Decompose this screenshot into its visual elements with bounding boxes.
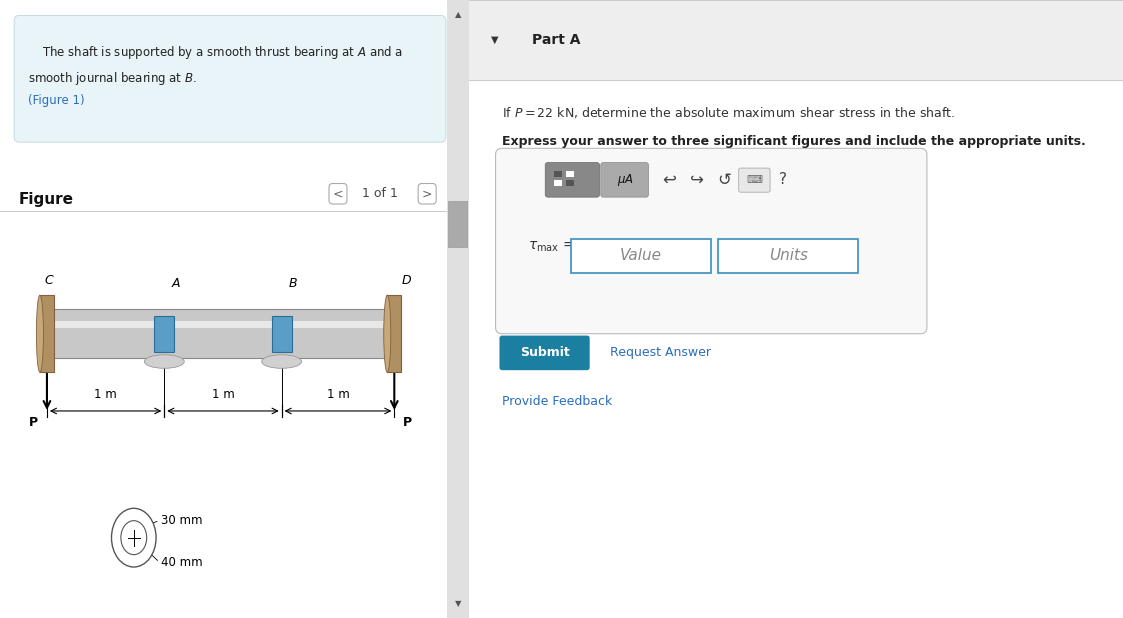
Ellipse shape [384,295,391,372]
Bar [447,0,469,618]
Bar [718,239,858,273]
Text: P: P [403,416,412,429]
Ellipse shape [111,508,156,567]
FancyBboxPatch shape [601,163,648,197]
FancyBboxPatch shape [739,168,770,192]
Text: 1 m: 1 m [94,388,117,401]
Text: 1 of 1: 1 of 1 [363,187,399,200]
Bar [555,171,563,177]
FancyBboxPatch shape [495,148,926,334]
Text: Express your answer to three significant figures and include the appropriate uni: Express your answer to three significant… [502,135,1086,148]
Bar [47,309,394,358]
Text: $\mu$A: $\mu$A [617,172,633,188]
Text: ▼: ▼ [455,599,462,608]
Bar [570,239,711,273]
Ellipse shape [262,355,302,368]
Bar [566,180,574,186]
Text: ↩: ↩ [661,171,676,189]
Text: The shaft is supported by a smooth thrust bearing at $\mathit{A}$ and a: The shaft is supported by a smooth thrus… [43,44,403,62]
Ellipse shape [145,355,184,368]
Text: ?: ? [779,172,787,187]
Text: A: A [172,277,181,290]
Text: Units: Units [769,248,807,263]
Bar [40,295,54,372]
Text: If $P = 22$ kN, determine the absolute maximum shear stress in the shaft.: If $P = 22$ kN, determine the absolute m… [502,105,956,120]
Bar [387,295,401,372]
Text: Value: Value [620,248,663,263]
Text: 1 m: 1 m [327,388,349,401]
Text: Request Answer: Request Answer [610,346,711,360]
Ellipse shape [121,520,147,555]
Bar [469,0,1123,80]
Text: Provide Feedback: Provide Feedback [502,395,612,408]
Bar [272,316,292,352]
Text: C: C [45,274,54,287]
Bar [566,171,574,177]
Text: B: B [289,277,298,290]
Bar [555,180,563,186]
Text: ↺: ↺ [718,171,731,189]
FancyBboxPatch shape [15,15,446,142]
Bar [155,316,174,352]
Bar [47,321,394,328]
Text: P: P [29,416,38,429]
Bar [448,201,466,247]
Text: smooth journal bearing at $\mathit{B}$.: smooth journal bearing at $\mathit{B}$. [28,70,197,88]
FancyBboxPatch shape [500,336,590,370]
Text: ↪: ↪ [690,171,704,189]
FancyBboxPatch shape [546,163,600,197]
Text: $\tau_{\mathrm{max}}$ =: $\tau_{\mathrm{max}}$ = [528,240,575,255]
Text: 40 mm: 40 mm [161,556,202,569]
Text: <: < [332,187,344,200]
Text: 1 m: 1 m [211,388,235,401]
Ellipse shape [36,295,44,372]
Text: >: > [422,187,432,200]
Text: 30 mm: 30 mm [161,514,202,527]
Text: ▼: ▼ [491,35,497,44]
Text: (Figure 1): (Figure 1) [28,94,85,107]
Text: ⌨: ⌨ [747,175,763,185]
Text: D: D [401,274,411,287]
Text: Figure: Figure [19,192,74,206]
Text: Submit: Submit [520,346,569,360]
Text: ▲: ▲ [455,10,462,19]
Text: Part A: Part A [531,33,579,46]
